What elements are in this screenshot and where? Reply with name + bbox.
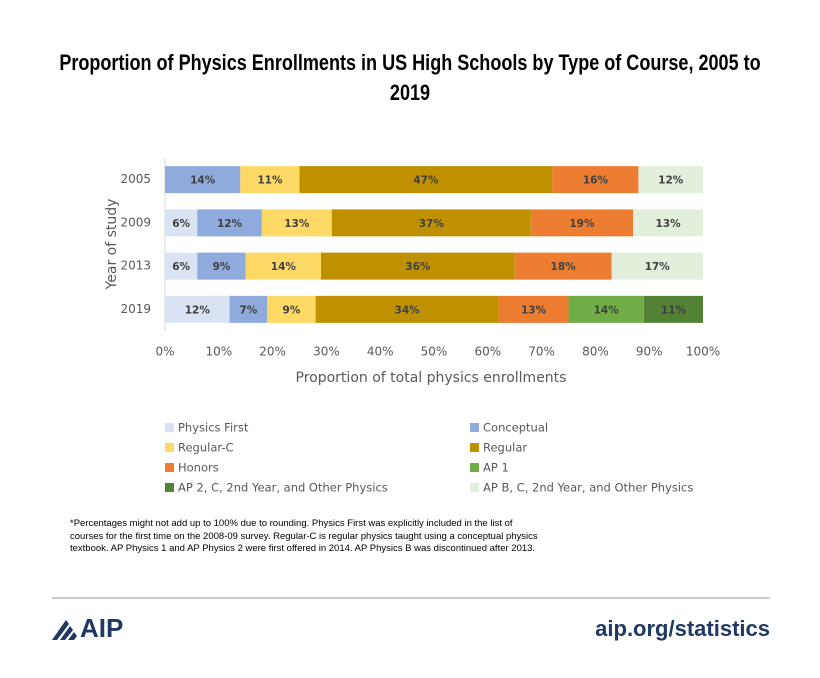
x-tick-label: 10% xyxy=(205,345,232,359)
value-label: 36% xyxy=(405,261,431,273)
legend-label: AP 2, C, 2nd Year, and Other Physics xyxy=(178,481,388,495)
value-label: 11% xyxy=(257,175,283,187)
value-label: 6% xyxy=(172,218,190,230)
legend-label: Conceptual xyxy=(483,421,548,435)
value-label: 14% xyxy=(271,261,297,273)
legend-label: Honors xyxy=(178,461,219,475)
value-label: 7% xyxy=(239,304,257,316)
legend-label: Regular xyxy=(483,441,527,455)
value-label: 12% xyxy=(185,304,211,316)
value-label: 12% xyxy=(658,175,684,187)
x-tick-label: 100% xyxy=(686,345,720,359)
x-axis-label: Proportion of total physics enrollments xyxy=(296,370,567,386)
bar-segment xyxy=(299,166,553,194)
value-label: 14% xyxy=(594,304,620,316)
value-label: 18% xyxy=(551,261,577,273)
bar-segment xyxy=(261,209,332,237)
y-axis-label: Year of study xyxy=(104,199,120,291)
y-tick-label: 2005 xyxy=(120,172,151,186)
bar-segment xyxy=(245,252,322,280)
bar-segment xyxy=(638,166,703,194)
bar-segment xyxy=(165,295,230,323)
url: aip.org/statistics xyxy=(595,616,770,641)
y-tick-label: 2013 xyxy=(120,259,151,273)
x-tick-label: 0% xyxy=(155,345,174,359)
x-tick-label: 90% xyxy=(636,345,663,359)
legend-label: AP B, C, 2nd Year, and Other Physics xyxy=(483,481,693,495)
x-tick-label: 30% xyxy=(313,345,340,359)
bar-segment xyxy=(165,252,198,280)
value-label: 13% xyxy=(284,218,310,230)
x-tick-label: 70% xyxy=(528,345,555,359)
bar-segment xyxy=(568,295,644,323)
bar-segment xyxy=(633,209,703,237)
legend-swatch xyxy=(165,423,174,432)
value-label: 19% xyxy=(569,218,595,230)
bar-segment xyxy=(611,252,703,280)
legend-swatch xyxy=(470,443,479,452)
x-tick-label: 60% xyxy=(474,345,501,359)
legend-swatch xyxy=(165,443,174,452)
legend-label: Regular-C xyxy=(178,441,234,455)
x-tick-label: 50% xyxy=(421,345,448,359)
chart-title: Proportion of Physics Enrollments in US … xyxy=(59,50,761,105)
bar-segment xyxy=(267,295,316,323)
x-tick-label: 80% xyxy=(582,345,609,359)
bar-segment xyxy=(331,209,531,237)
bar-segment xyxy=(514,252,612,280)
logo-text: AIP xyxy=(80,613,123,643)
value-label: 6% xyxy=(172,261,190,273)
bar-segment xyxy=(643,295,703,323)
value-label: 9% xyxy=(213,261,231,273)
value-label: 13% xyxy=(655,218,681,230)
value-label: 12% xyxy=(217,218,243,230)
aip-logo-icon xyxy=(52,620,77,640)
value-label: 13% xyxy=(521,304,547,316)
y-tick-label: 2009 xyxy=(120,215,151,229)
bar-segment xyxy=(197,209,262,237)
bar-segment xyxy=(498,295,569,323)
y-tick-label: 2019 xyxy=(120,302,151,316)
footnote: *Percentages might not add up to 100% du… xyxy=(70,518,538,554)
bar-segment xyxy=(321,252,515,280)
bar-segment xyxy=(530,209,634,237)
value-label: 37% xyxy=(419,218,445,230)
bar-segment xyxy=(165,209,198,237)
legend-label: Physics First xyxy=(178,421,249,435)
legend-label: AP 1 xyxy=(483,461,509,475)
legend-swatch xyxy=(470,463,479,472)
x-tick-label: 20% xyxy=(259,345,286,359)
value-label: 16% xyxy=(583,175,609,187)
bar-segment xyxy=(229,295,268,323)
value-label: 11% xyxy=(661,304,687,316)
x-tick-label: 40% xyxy=(367,345,394,359)
bar-segment xyxy=(315,295,499,323)
bar-segment xyxy=(552,166,639,194)
legend-swatch xyxy=(470,483,479,492)
bar-segment xyxy=(165,166,241,194)
value-label: 14% xyxy=(190,175,216,187)
bar-segment xyxy=(197,252,246,280)
legend-swatch xyxy=(165,483,174,492)
legend-swatch xyxy=(470,423,479,432)
value-label: 47% xyxy=(413,175,439,187)
value-label: 34% xyxy=(395,304,421,316)
legend-swatch xyxy=(165,463,174,472)
value-label: 17% xyxy=(645,261,671,273)
value-label: 9% xyxy=(283,304,301,316)
bar-segment xyxy=(240,166,300,194)
